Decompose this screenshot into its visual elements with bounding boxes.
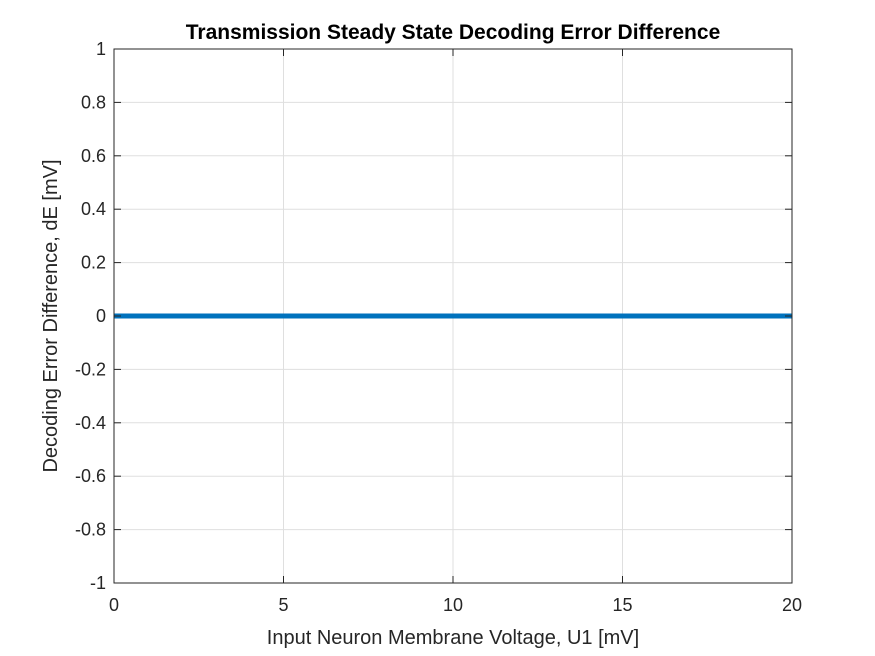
- y-tick-label: -0.4: [75, 413, 106, 433]
- y-tick-label: -1: [90, 573, 106, 593]
- y-tick-label: 0: [96, 306, 106, 326]
- chart-title: Transmission Steady State Decoding Error…: [186, 21, 721, 44]
- y-axis-ticks: -1 -0.8 -0.6 -0.4 -0.2 0 0.2 0.4 0.6 0.8 1: [75, 39, 792, 593]
- x-axis-label: Input Neuron Membrane Voltage, U1 [mV]: [267, 627, 639, 649]
- y-tick-label: 0.6: [81, 146, 106, 166]
- y-tick-label: 1: [96, 39, 106, 59]
- y-tick-label: -0.2: [75, 359, 106, 379]
- x-tick-label: 15: [612, 595, 632, 615]
- x-tick-label: 10: [443, 595, 463, 615]
- y-axis-label: Decoding Error Difference, dE [mV]: [40, 159, 62, 472]
- y-tick-label: 0.8: [81, 92, 106, 112]
- y-tick-label: -0.6: [75, 466, 106, 486]
- x-axis-ticks: 0 5 10 15 20: [109, 49, 802, 615]
- x-tick-label: 20: [782, 595, 802, 615]
- y-tick-label: 0.4: [81, 199, 106, 219]
- x-tick-label: 0: [109, 595, 119, 615]
- y-tick-label: 0.2: [81, 253, 106, 273]
- x-tick-label: 5: [278, 595, 288, 615]
- y-tick-label: -0.8: [75, 520, 106, 540]
